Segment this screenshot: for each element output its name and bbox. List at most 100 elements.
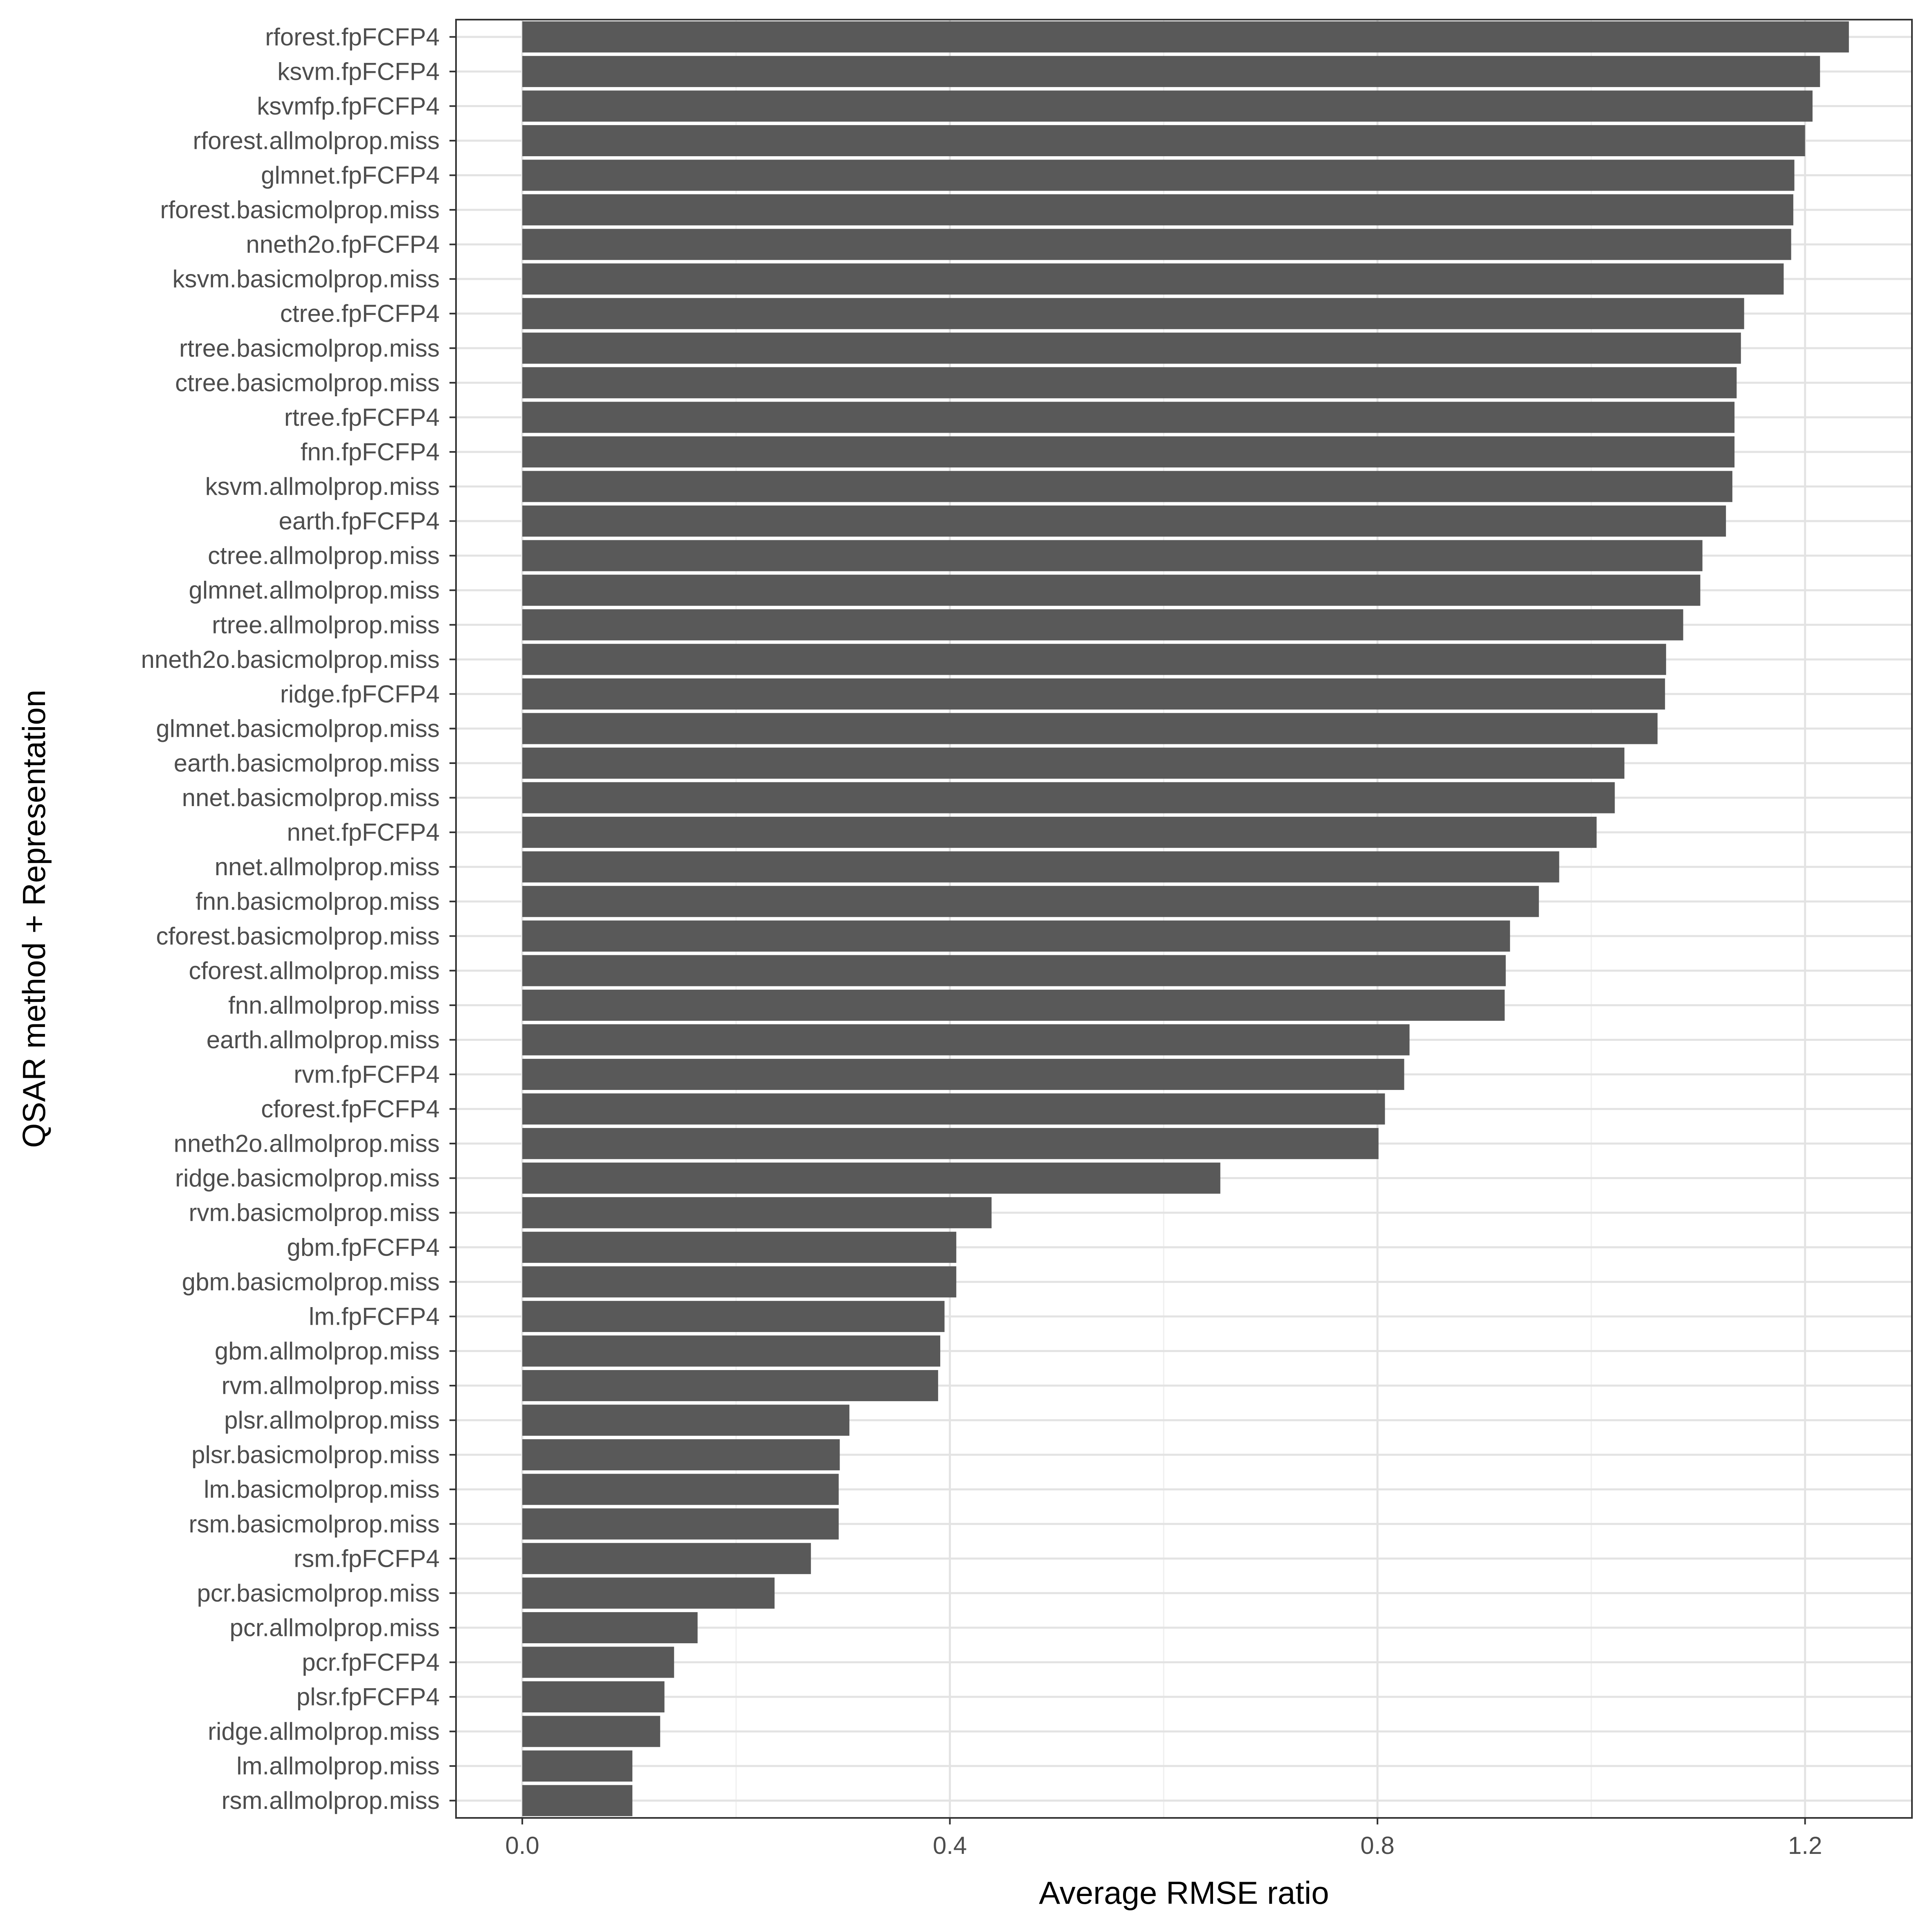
bar xyxy=(522,886,1539,917)
y-axis-ticks: rforest.fpFCFP4 ksvm.fpFCFP4 ksvmfp.fpFCFP… xyxy=(141,23,456,1814)
y-tick-label: rforest.fpFCFP4 xyxy=(265,23,440,51)
bar xyxy=(522,1404,849,1436)
bar xyxy=(522,194,1793,226)
bar xyxy=(522,21,1849,53)
y-tick-label: nneth2o.allmolprop.miss xyxy=(174,1130,440,1157)
y-tick-label: earth.fpFCFP4 xyxy=(279,508,440,535)
y-tick-label: lm.fpFCFP4 xyxy=(309,1303,440,1330)
bar xyxy=(522,989,1505,1021)
bar xyxy=(522,1335,941,1367)
y-tick-label: lm.basicmolprop.miss xyxy=(204,1476,440,1503)
y-tick-label: plsr.basicmolprop.miss xyxy=(191,1441,440,1469)
bar xyxy=(522,747,1624,779)
bar xyxy=(522,229,1791,260)
bar xyxy=(522,609,1683,640)
y-tick-label: cforest.basicmolprop.miss xyxy=(156,922,440,950)
bar xyxy=(522,1058,1404,1090)
y-tick-label: fnn.allmolprop.miss xyxy=(228,991,440,1019)
bar xyxy=(522,436,1735,468)
y-tick-label: gbm.fpFCFP4 xyxy=(287,1233,440,1261)
bar xyxy=(522,1750,633,1782)
y-tick-label: glmnet.fpFCFP4 xyxy=(261,162,440,189)
y-tick-label: plsr.allmolprop.miss xyxy=(224,1406,440,1434)
y-tick-label: earth.allmolprop.miss xyxy=(207,1026,440,1054)
y-tick-label: ridge.allmolprop.miss xyxy=(208,1718,440,1745)
y-tick-label: ctree.basicmolprop.miss xyxy=(175,369,440,396)
bar xyxy=(522,575,1701,606)
y-tick-label: nnet.fpFCFP4 xyxy=(287,819,440,846)
y-tick-label: gbm.basicmolprop.miss xyxy=(182,1268,440,1296)
y-tick-label: rforest.allmolprop.miss xyxy=(193,127,440,154)
y-tick-label: ksvm.fpFCFP4 xyxy=(277,58,440,85)
y-tick-label: pcr.fpFCFP4 xyxy=(302,1649,440,1676)
bar xyxy=(522,1093,1385,1125)
y-tick-label: ctree.allmolprop.miss xyxy=(208,542,440,569)
bar xyxy=(522,1508,839,1540)
bar xyxy=(522,1647,674,1678)
y-tick-label: cforest.fpFCFP4 xyxy=(261,1095,440,1123)
bar xyxy=(522,678,1665,710)
y-tick-label: ksvmfp.fpFCFP4 xyxy=(257,92,440,120)
bar xyxy=(522,367,1737,398)
bar xyxy=(522,1612,698,1643)
y-tick-label: pcr.basicmolprop.miss xyxy=(197,1579,440,1607)
bar xyxy=(522,1128,1379,1159)
y-tick-label: gbm.allmolprop.miss xyxy=(215,1337,440,1365)
y-tick-label: ksvm.allmolprop.miss xyxy=(205,473,440,500)
bar xyxy=(522,298,1744,329)
bar xyxy=(522,1231,957,1263)
bar xyxy=(522,540,1703,571)
x-axis-ticks: 0.0 0.4 0.8 1.2 xyxy=(505,1818,1822,1859)
bar xyxy=(522,471,1732,502)
bar xyxy=(522,1716,660,1747)
y-tick-label: rtree.fpFCFP4 xyxy=(284,404,440,431)
bar xyxy=(522,1543,811,1574)
x-tick-label: 0.0 xyxy=(505,1832,539,1859)
y-tick-label: rvm.allmolprop.miss xyxy=(222,1372,440,1400)
y-tick-label: rvm.basicmolprop.miss xyxy=(189,1199,440,1227)
y-tick-label: nnet.allmolprop.miss xyxy=(215,853,440,881)
x-tick-label: 0.4 xyxy=(933,1832,967,1859)
y-tick-label: cforest.allmolprop.miss xyxy=(189,957,440,984)
bar xyxy=(522,1439,840,1471)
y-tick-label: lm.allmolprop.miss xyxy=(236,1752,440,1780)
y-tick-label: ksvm.basicmolprop.miss xyxy=(173,265,440,293)
bar xyxy=(522,920,1510,952)
y-tick-label: fnn.fpFCFP4 xyxy=(301,438,440,465)
bar xyxy=(522,1370,938,1402)
bar xyxy=(522,713,1658,744)
y-tick-label: rsm.basicmolprop.miss xyxy=(189,1510,440,1538)
bar xyxy=(522,1577,775,1609)
bar xyxy=(522,955,1506,986)
x-tick-label: 1.2 xyxy=(1788,1832,1822,1859)
bar xyxy=(522,1266,957,1298)
y-tick-label: rsm.fpFCFP4 xyxy=(294,1545,440,1572)
x-axis-title: Average RMSE ratio xyxy=(1039,1875,1329,1911)
y-tick-label: plsr.fpFCFP4 xyxy=(297,1683,440,1711)
bar xyxy=(522,402,1735,433)
y-tick-label: rforest.basicmolprop.miss xyxy=(160,196,440,224)
bar xyxy=(522,1197,992,1229)
bar xyxy=(522,90,1813,122)
y-tick-label: rtree.basicmolprop.miss xyxy=(179,335,440,362)
bar xyxy=(522,1474,839,1505)
bar xyxy=(522,1024,1410,1056)
y-tick-label: glmnet.allmolprop.miss xyxy=(189,577,440,604)
y-tick-label: ridge.fpFCFP4 xyxy=(280,680,440,708)
y-tick-label: rtree.allmolprop.miss xyxy=(212,611,440,638)
bar xyxy=(522,1785,633,1816)
y-tick-label: glmnet.basicmolprop.miss xyxy=(156,715,440,742)
bar xyxy=(522,160,1795,191)
bar xyxy=(522,1301,945,1332)
y-tick-label: nneth2o.fpFCFP4 xyxy=(246,231,440,258)
y-tick-label: nneth2o.basicmolprop.miss xyxy=(141,646,440,673)
bar xyxy=(522,1162,1220,1194)
y-tick-label: pcr.allmolprop.miss xyxy=(230,1614,440,1641)
y-tick-label: rvm.fpFCFP4 xyxy=(294,1061,440,1088)
y-tick-label: ridge.basicmolprop.miss xyxy=(175,1164,440,1192)
bar xyxy=(522,1681,665,1713)
y-tick-label: earth.basicmolprop.miss xyxy=(174,749,440,777)
y-tick-label: fnn.basicmolprop.miss xyxy=(195,888,440,915)
bar xyxy=(522,782,1615,813)
